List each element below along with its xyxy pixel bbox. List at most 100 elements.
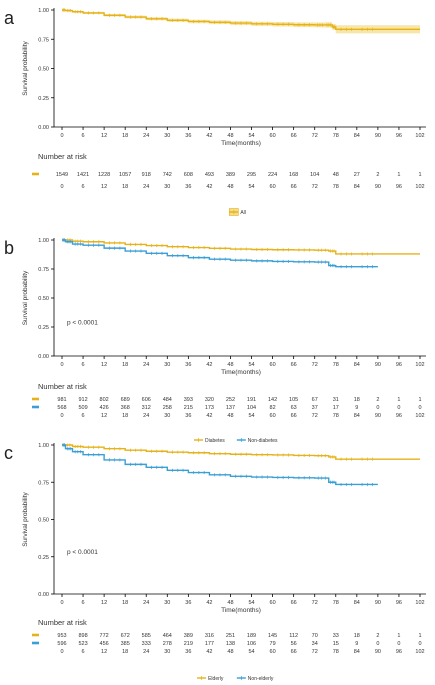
risk-count: 9: [355, 405, 358, 411]
risk-count: 316: [205, 633, 214, 639]
risk-count: 742: [163, 172, 172, 178]
panel-c: c 0.00 0.25 0.50 0.75 1.00 Survival probabilit…: [4, 443, 426, 682]
x-tick-label: 66: [291, 600, 297, 606]
risk-x-tick-label: 54: [248, 184, 254, 190]
risk-count: 104: [310, 172, 319, 178]
x-tick-label: 78: [333, 600, 339, 606]
risk-count: 1: [397, 172, 400, 178]
risk-count: 389: [184, 633, 193, 639]
x-tick-label: 78: [333, 133, 339, 139]
x-tick-label: 36: [185, 362, 191, 368]
risk-count: 177: [205, 641, 214, 647]
y-tick-label: 0.75: [38, 480, 49, 486]
risk-count: 67: [312, 397, 318, 403]
y-tick-label: 1.00: [38, 238, 49, 244]
risk-x-tick-label: 90: [375, 413, 381, 419]
risk-x-tick-label: 18: [122, 649, 128, 655]
x-tick-label: 96: [396, 600, 402, 606]
risk-count: 523: [78, 641, 87, 647]
risk-count: 27: [354, 172, 360, 178]
y-tick-label: 0.00: [38, 354, 49, 360]
x-axis-title: Time(months): [221, 140, 261, 147]
panel-letter: c: [4, 443, 13, 463]
risk-count: 2: [376, 397, 379, 403]
risk-x-tick-label: 6: [82, 413, 85, 419]
x-tick-label: 84: [354, 362, 360, 368]
risk-count: 112: [289, 633, 298, 639]
risk-x-tick-label: 102: [415, 413, 424, 419]
risk-count: 953: [57, 633, 66, 639]
risk-x-tick-label: 96: [396, 184, 402, 190]
risk-count: 137: [226, 405, 235, 411]
risk-x-tick-label: 96: [396, 649, 402, 655]
legend-item: Diabetes: [194, 438, 225, 444]
risk-x-tick-label: 0: [60, 413, 63, 419]
y-tick-label: 0.00: [38, 592, 49, 598]
risk-count: 689: [121, 397, 130, 403]
legend-item: Elderly: [197, 676, 224, 682]
x-tick-label: 90: [375, 133, 381, 139]
legend-label: All: [240, 210, 246, 216]
risk-count: 484: [163, 397, 172, 403]
x-tick-label: 84: [354, 133, 360, 139]
legend-label: Diabetes: [205, 438, 225, 444]
risk-x-tick-label: 42: [206, 649, 212, 655]
risk-x-tick-label: 60: [270, 649, 276, 655]
risk-count: 251: [226, 633, 235, 639]
risk-x-tick-label: 12: [101, 184, 107, 190]
risk-count: 981: [57, 397, 66, 403]
risk-count: 191: [247, 397, 256, 403]
risk-count: 912: [78, 397, 87, 403]
risk-x-tick-label: 48: [227, 649, 233, 655]
y-axis-title: Survival probability: [22, 40, 29, 95]
x-tick-label: 18: [122, 600, 128, 606]
risk-count: 278: [163, 641, 172, 647]
risk-count: 33: [333, 633, 339, 639]
risk-count: 426: [100, 405, 109, 411]
risk-x-tick-label: 30: [164, 413, 170, 419]
legend-label: Non-diabetes: [248, 438, 278, 444]
risk-x-tick-label: 66: [291, 413, 297, 419]
risk-x-tick-label: 102: [415, 649, 424, 655]
survival-curve: [62, 9, 420, 31]
risk-count: 63: [291, 405, 297, 411]
risk-count: 37: [312, 405, 318, 411]
x-tick-label: 42: [206, 362, 212, 368]
risk-count: 1: [418, 633, 421, 639]
risk-count: 0: [376, 405, 379, 411]
x-tick-label: 0: [60, 133, 63, 139]
risk-x-tick-label: 66: [291, 649, 297, 655]
x-tick-label: 36: [185, 133, 191, 139]
panel-letter: a: [4, 8, 15, 28]
risk-x-tick-label: 36: [185, 649, 191, 655]
legend-label: Elderly: [208, 676, 224, 682]
survival-curve: [62, 444, 378, 486]
risk-count: 568: [57, 405, 66, 411]
x-tick-label: 24: [143, 133, 149, 139]
x-tick-label: 24: [143, 362, 149, 368]
risk-count: 606: [142, 397, 151, 403]
y-tick-label: 0.75: [38, 267, 49, 273]
series-elderly: [62, 443, 420, 461]
x-tick-label: 18: [122, 362, 128, 368]
x-tick-label: 12: [101, 362, 107, 368]
x-tick-label: 42: [206, 600, 212, 606]
risk-count: 2: [376, 172, 379, 178]
y-tick-label: 0.25: [38, 96, 49, 102]
x-tick-label: 66: [291, 133, 297, 139]
risk-x-tick-label: 102: [415, 184, 424, 190]
risk-count: 215: [184, 405, 193, 411]
panel-a: a 0.00 0.25 0.50 0.75 1.00 Survival probabilit…: [4, 8, 426, 216]
risk-count: 0: [376, 641, 379, 647]
risk-x-tick-label: 54: [248, 413, 254, 419]
risk-row-color-key: [32, 405, 39, 409]
risk-count: 252: [226, 397, 235, 403]
risk-x-tick-label: 0: [60, 649, 63, 655]
risk-x-tick-label: 90: [375, 649, 381, 655]
risk-count: 672: [121, 633, 130, 639]
x-tick-label: 54: [248, 600, 254, 606]
risk-count: 145: [268, 633, 277, 639]
risk-x-tick-label: 84: [354, 184, 360, 190]
risk-count: 1421: [77, 172, 89, 178]
x-tick-label: 102: [415, 600, 424, 606]
